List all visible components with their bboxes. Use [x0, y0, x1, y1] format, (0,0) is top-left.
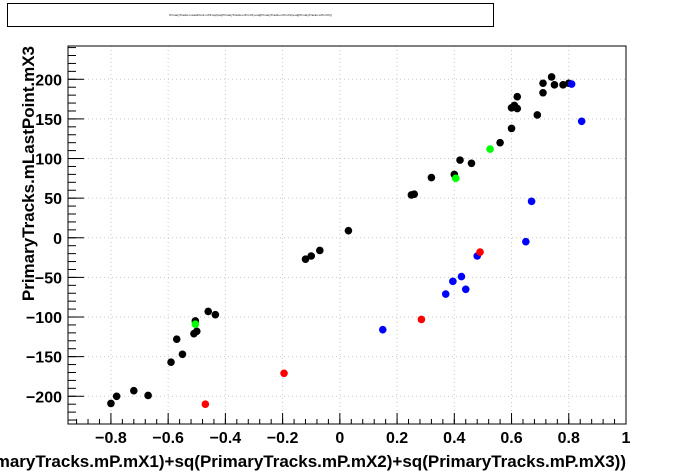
- data-point: [547, 73, 556, 81]
- data-point: [130, 386, 138, 395]
- data-point: [178, 350, 187, 359]
- data-point: [522, 237, 530, 246]
- data-point: [107, 399, 115, 408]
- tick-labels: −0.8 −0.6 −0.4 −0.2 0 0.2 0.4 0.6 0.8 1 −200 −150 −1…: [26, 72, 631, 447]
- data-point: [441, 290, 450, 298]
- data-point: [344, 226, 353, 235]
- data-point: [427, 173, 436, 182]
- data-point: [467, 159, 476, 168]
- data-point: [496, 138, 504, 147]
- data-point: [316, 246, 324, 255]
- data-point: [513, 92, 522, 101]
- y-tick-label: −200: [26, 389, 62, 406]
- data-point: [451, 174, 460, 183]
- data-point: [378, 325, 387, 334]
- data-point: [449, 277, 457, 286]
- data-point: [513, 104, 522, 113]
- data-point: [191, 320, 200, 328]
- x-axis-label: sqrt(sq(PrimaryTracks.mP.mX1)+sq(Primary…: [0, 452, 626, 471]
- x-tick-label: −0.8: [95, 430, 127, 447]
- data-point: [539, 88, 547, 97]
- y-tick-label: −50: [35, 270, 62, 287]
- chart-title: PrimaryTracks.mLastPoint.mX3:sqrt(sq(Pri…: [169, 13, 332, 17]
- data-point: [567, 80, 576, 88]
- y-tick-label: 0: [53, 231, 62, 248]
- data-point: [457, 272, 466, 281]
- data-point: [527, 197, 536, 206]
- data-point: [307, 252, 316, 260]
- data-point: [486, 145, 494, 153]
- y-tick-label: 50: [44, 191, 62, 208]
- data-point: [550, 81, 559, 89]
- data-point: [144, 391, 152, 400]
- data-point: [539, 79, 547, 88]
- x-tick-label: 0.8: [558, 430, 580, 447]
- data-point: [456, 156, 464, 164]
- data-points: [107, 73, 586, 408]
- data-point: [461, 285, 470, 294]
- data-point: [559, 81, 567, 89]
- data-point: [410, 190, 419, 198]
- axis-ticks: [68, 47, 627, 424]
- x-tick-label: −0.4: [210, 430, 242, 447]
- data-point: [112, 392, 121, 401]
- data-point: [201, 400, 210, 408]
- y-tick-label: −150: [26, 350, 62, 367]
- data-point: [533, 111, 542, 119]
- x-tick-label: 0.2: [386, 430, 408, 447]
- data-point: [577, 117, 586, 126]
- grid-lines: [68, 46, 627, 424]
- data-point: [507, 124, 516, 133]
- data-point: [476, 248, 484, 256]
- data-point: [204, 307, 213, 316]
- data-point: [192, 327, 201, 336]
- x-tick-label: 0.6: [500, 430, 522, 447]
- x-tick-label: −0.6: [152, 430, 184, 447]
- x-tick-label: −0.2: [267, 430, 299, 447]
- y-tick-label: 200: [35, 72, 62, 89]
- y-tick-label: 100: [35, 152, 62, 169]
- y-axis-label: PrimaryTracks.mLastPoint.mX3: [19, 46, 38, 301]
- x-tick-label: 1: [622, 430, 631, 447]
- data-point: [417, 315, 426, 324]
- y-tick-label: 150: [35, 112, 62, 129]
- plot-frame: [67, 45, 627, 425]
- data-point: [211, 310, 220, 319]
- x-tick-label: 0: [335, 430, 344, 447]
- y-tick-label: −100: [26, 310, 62, 327]
- chart-title-box: PrimaryTracks.mLastPoint.mX3:sqrt(sq(Pri…: [7, 3, 494, 27]
- data-point: [301, 255, 310, 263]
- data-point: [280, 369, 288, 378]
- x-tick-label: 0.4: [443, 430, 465, 447]
- data-point: [167, 358, 175, 366]
- data-point: [172, 335, 181, 344]
